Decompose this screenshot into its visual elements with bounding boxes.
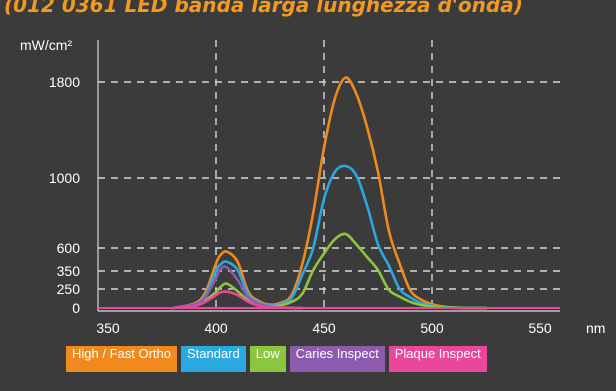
legend-item-standard: Standard [180, 346, 246, 372]
legend-item-low: Low [249, 346, 286, 372]
y-tick-label-350: 350 [57, 263, 81, 279]
y-tick-label-250: 250 [57, 281, 81, 297]
series-line-high-fast-ortho [171, 76, 488, 310]
y-tick-label-1800: 1800 [49, 74, 80, 90]
legend-item-high-fast-ortho: High / Fast Ortho [66, 346, 177, 372]
y-tick-label-0: 0 [72, 300, 80, 316]
series-line-low [171, 232, 488, 310]
series-lines [98, 76, 560, 310]
x-axis-label: nm [586, 320, 605, 336]
x-tick-label-500: 500 [420, 320, 444, 336]
y-axis-label: mW/cm² [20, 37, 72, 53]
page-title: (012 0361 LED banda larga lunghezza d'on… [4, 0, 523, 17]
grid-lines [98, 40, 560, 311]
x-tick-label-450: 450 [312, 320, 336, 336]
x-tick-label-400: 400 [204, 320, 228, 336]
legend: High / Fast Ortho Standard Low Caries Inspe… [66, 346, 487, 372]
y-tick-label-600: 600 [57, 240, 81, 256]
legend-item-caries-inspect: Caries Inspect [289, 346, 385, 372]
x-tick-label-550: 550 [528, 320, 552, 336]
tick-labels: 0 250 350 600 1000 1800 350 400 450 500 550 [49, 74, 552, 336]
axes: mW/cm² nm [20, 37, 605, 336]
x-tick-label-350: 350 [96, 320, 120, 336]
legend-item-plaque-inspect: Plaque Inspect [388, 346, 487, 372]
y-tick-label-1000: 1000 [49, 170, 80, 186]
